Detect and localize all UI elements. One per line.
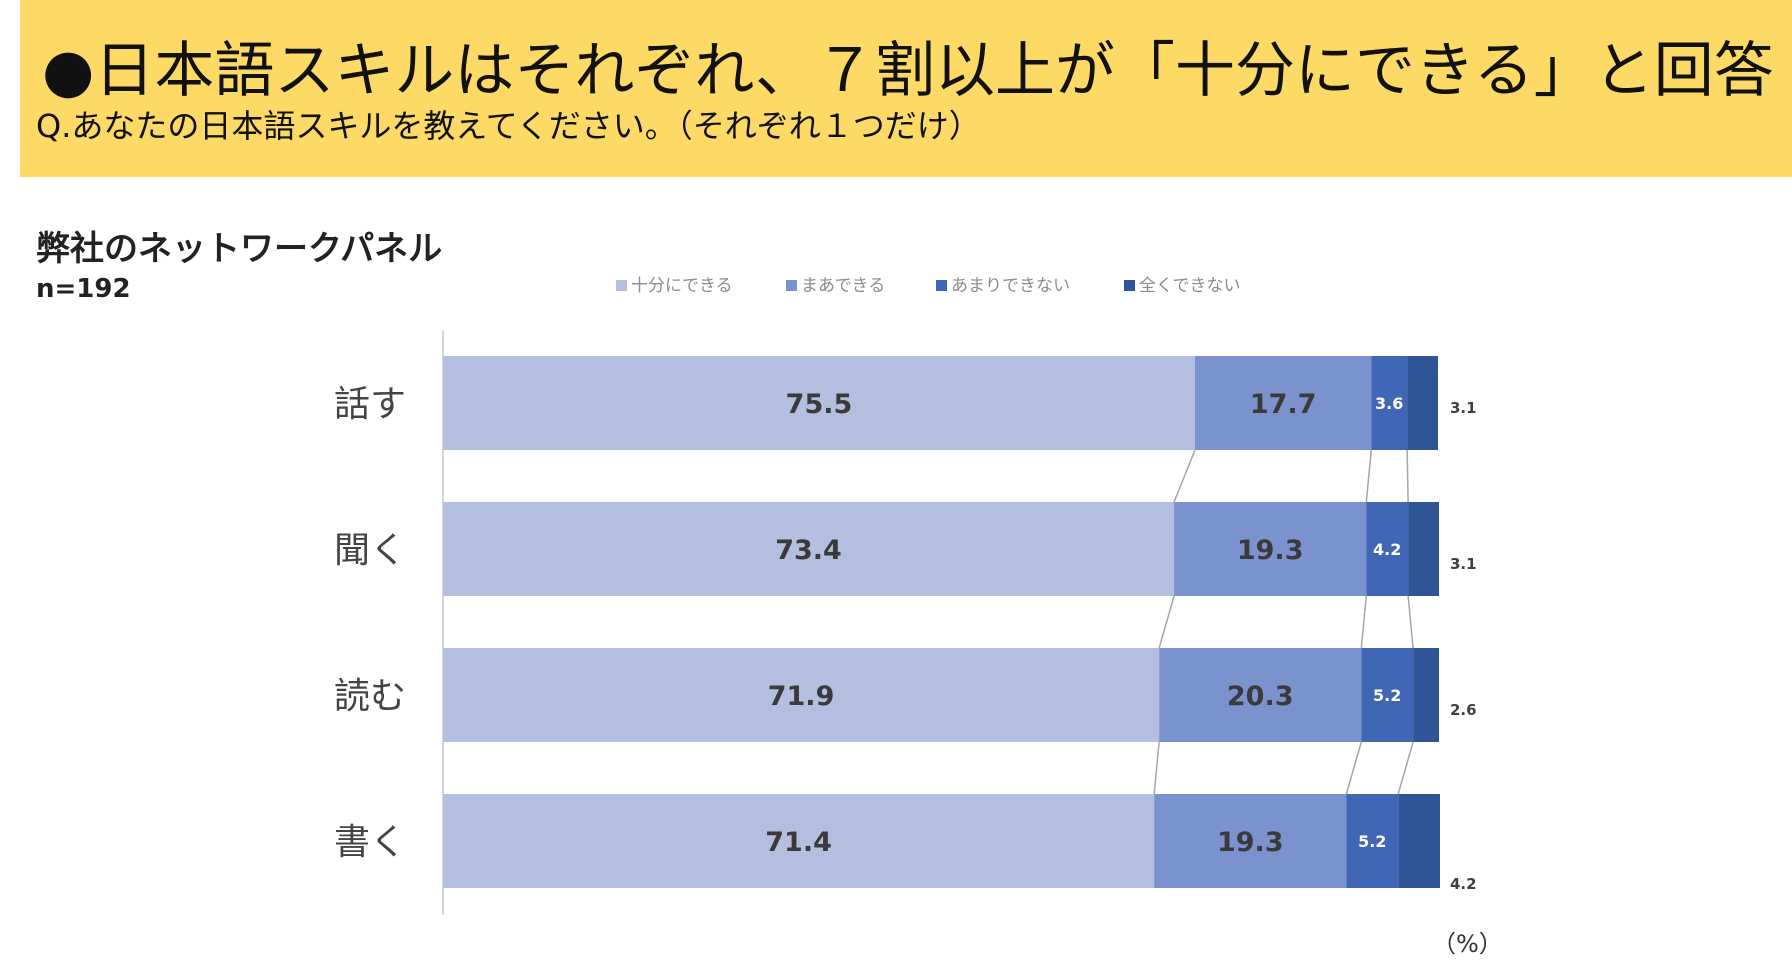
- data-label: 2.6: [1450, 701, 1477, 719]
- legend-swatch: [616, 280, 627, 291]
- bar-segment: [1371, 356, 1408, 450]
- data-label: 3.6: [1375, 394, 1403, 413]
- bar-segment: [1174, 502, 1367, 596]
- series-line: [1397, 741, 1414, 795]
- series-line: [1407, 595, 1414, 649]
- bar-segment: [1413, 648, 1439, 742]
- series-line: [1406, 449, 1409, 503]
- data-label: 71.4: [765, 827, 832, 858]
- series-line: [1345, 741, 1363, 795]
- bar-segment: [1408, 502, 1439, 596]
- category-label: 読む: [334, 676, 406, 717]
- series-line: [1153, 741, 1160, 795]
- legend-label: まあできる: [801, 276, 885, 296]
- data-label: 4.2: [1373, 540, 1401, 559]
- legend-label: あまりできない: [951, 276, 1070, 296]
- data-label: 3.1: [1450, 555, 1477, 573]
- data-label: 19.3: [1217, 827, 1284, 858]
- bar-segment: [1194, 356, 1372, 450]
- panel-title: 弊社のネットワークパネル: [36, 229, 443, 269]
- bar-segment: [1398, 794, 1440, 888]
- data-label: 17.7: [1250, 389, 1317, 420]
- series-line: [1158, 595, 1175, 649]
- bar-segment: [1361, 648, 1414, 742]
- data-label: 5.2: [1358, 832, 1386, 851]
- data-label: 5.2: [1373, 686, 1401, 705]
- bar-segment: [443, 794, 1155, 888]
- unit-label: （%）: [1432, 930, 1503, 958]
- data-label: 20.3: [1227, 681, 1294, 712]
- bar-segment: [1366, 502, 1409, 596]
- page-title: ●日本語スキルはそれぞれ、７割以上が「十分にできる」と回答: [42, 36, 1774, 106]
- bar-segment: [443, 502, 1175, 596]
- bar-segment: [443, 356, 1195, 450]
- bar-segment: [1407, 356, 1439, 450]
- data-label: 75.5: [786, 389, 853, 420]
- series-line: [1365, 449, 1373, 503]
- category-label: 書く: [334, 822, 406, 863]
- sample-size: n=192: [36, 274, 131, 304]
- bar-segment: [1154, 794, 1347, 888]
- data-label: 73.4: [775, 535, 842, 566]
- bar-segment: [1346, 794, 1399, 888]
- bar-segment: [1159, 648, 1362, 742]
- legend-label: 全くできない: [1139, 276, 1241, 296]
- category-label: 聞く: [334, 530, 406, 571]
- legend-label: 十分にできる: [631, 276, 733, 296]
- question-text: Q.あなたの日本語スキルを教えてください。（それぞれ１つだけ）: [36, 107, 981, 145]
- data-label: 3.1: [1450, 399, 1477, 417]
- header-banner: [20, 0, 1792, 177]
- category-label: 話す: [334, 384, 406, 425]
- data-label: 4.2: [1450, 875, 1477, 893]
- legend-swatch: [1124, 280, 1135, 291]
- legend-swatch: [936, 280, 947, 291]
- legend-swatch: [786, 280, 797, 291]
- data-label: 19.3: [1237, 535, 1304, 566]
- data-label: 71.9: [768, 681, 835, 712]
- series-line: [1360, 595, 1368, 649]
- series-line: [1173, 449, 1196, 503]
- bar-segment: [443, 648, 1160, 742]
